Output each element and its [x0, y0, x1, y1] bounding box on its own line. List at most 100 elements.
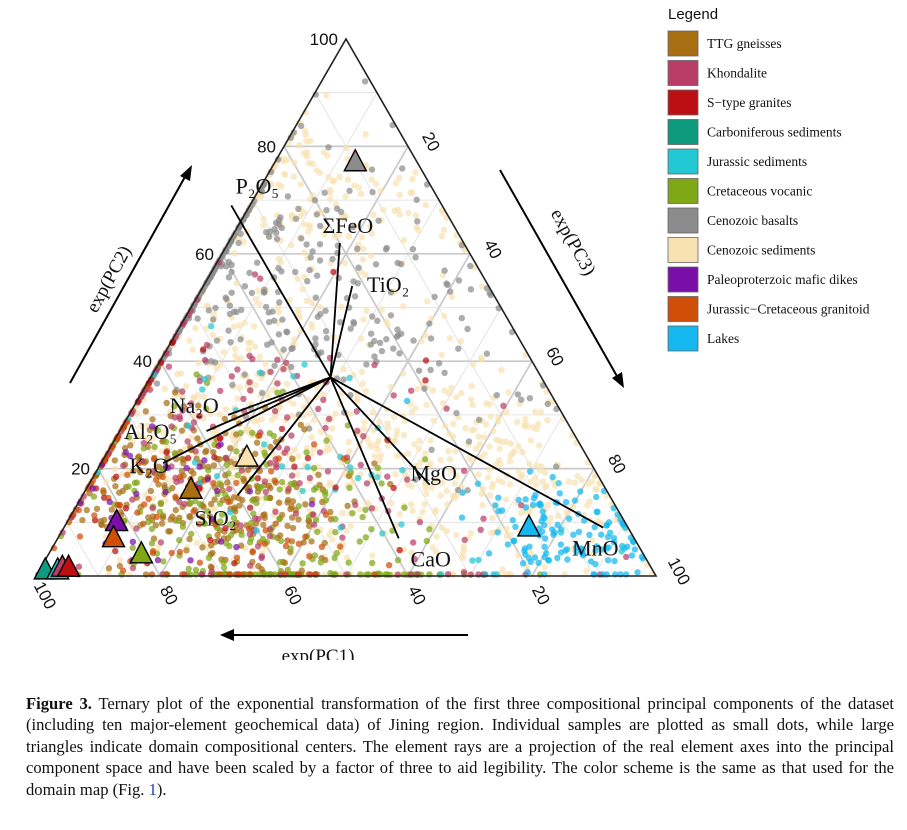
- sample-dot: [268, 416, 276, 424]
- sample-dot: [265, 233, 273, 240]
- sample-dot: [177, 473, 184, 480]
- sample-dot: [431, 480, 438, 487]
- sample-dot: [100, 487, 107, 494]
- sample-dot: [452, 448, 459, 455]
- left-axis-tick: 80: [257, 137, 276, 156]
- sample-dot: [316, 303, 323, 311]
- sample-dot: [325, 144, 332, 151]
- sample-dot: [302, 501, 309, 508]
- sample-dot: [408, 387, 415, 394]
- sample-dot: [398, 521, 405, 528]
- element-ray: [330, 376, 604, 529]
- sample-dot: [287, 505, 294, 513]
- ray-label: CaO: [411, 546, 451, 571]
- sample-dot: [553, 463, 560, 470]
- sample-dot: [171, 449, 178, 457]
- sample-dot: [125, 571, 132, 578]
- sample-dot: [303, 241, 310, 248]
- sample-dot: [278, 268, 285, 275]
- ray-label: P₂O₅: [236, 173, 279, 198]
- sample-dot: [475, 433, 483, 440]
- sample-dot: [405, 209, 412, 216]
- sample-dot: [531, 474, 539, 482]
- legend-label: Cenozoic basalts: [707, 213, 798, 228]
- sample-dot: [222, 454, 230, 461]
- figure-reference-link[interactable]: 1: [148, 779, 157, 799]
- sample-dot: [532, 408, 539, 415]
- sample-dot: [196, 500, 204, 508]
- sample-dot: [565, 478, 573, 485]
- sample-dot: [361, 78, 369, 85]
- sample-dot: [296, 142, 303, 149]
- sample-dot: [285, 496, 292, 504]
- sample-dot: [112, 547, 119, 555]
- sample-dot: [375, 217, 382, 224]
- sample-dot: [410, 337, 417, 344]
- sample-dot: [232, 508, 239, 515]
- legend-label: Khondalite: [707, 66, 767, 81]
- sample-dot: [191, 459, 199, 466]
- sample-dot: [429, 544, 436, 551]
- sample-dot: [367, 252, 375, 259]
- sample-dot: [236, 384, 243, 391]
- sample-dot: [453, 409, 460, 417]
- sample-dot: [256, 483, 263, 491]
- sample-dot: [541, 543, 548, 550]
- sample-dot: [224, 479, 231, 486]
- sample-dot: [605, 544, 612, 551]
- sample-dot: [274, 356, 281, 363]
- sample-dot: [225, 470, 232, 477]
- sample-dot: [580, 552, 587, 559]
- sample-dot: [449, 433, 457, 440]
- legend-swatch: [667, 296, 699, 322]
- sample-dot: [460, 467, 468, 475]
- sample-dot: [303, 138, 310, 145]
- sample-dot: [222, 294, 229, 301]
- sample-dot: [188, 400, 195, 407]
- sample-dot: [304, 454, 312, 462]
- bottom-axis-tick: 100: [30, 578, 60, 612]
- sample-dot: [300, 209, 307, 216]
- sample-dot: [188, 434, 195, 441]
- sample-dot: [409, 175, 416, 183]
- sample-dot: [203, 341, 211, 349]
- sample-dot: [253, 439, 261, 446]
- sample-dot: [457, 338, 464, 345]
- sample-dot: [469, 401, 476, 409]
- sample-dot: [427, 335, 435, 342]
- sample-dot: [237, 230, 244, 237]
- sample-dot: [628, 552, 636, 559]
- sample-dot: [279, 316, 286, 323]
- legend-label: S−type granites: [707, 95, 791, 110]
- sample-dot: [390, 392, 397, 399]
- sample-dot: [148, 525, 156, 533]
- sample-dot: [340, 365, 347, 373]
- sample-dot: [493, 392, 500, 399]
- legend-label: Cenozoic sediments: [707, 243, 815, 258]
- sample-dot: [575, 528, 583, 535]
- sample-dot: [443, 405, 450, 412]
- sample-dot: [275, 331, 283, 338]
- sample-dot: [362, 506, 369, 514]
- sample-dot: [347, 522, 354, 530]
- sample-dot: [192, 448, 199, 455]
- sample-dot: [265, 318, 273, 326]
- sample-dot: [441, 423, 449, 430]
- sample-dot: [307, 254, 314, 261]
- sample-dot: [103, 478, 110, 486]
- legend-label: Jurassic sediments: [707, 154, 807, 169]
- sample-dot: [246, 488, 254, 495]
- sample-dot: [571, 479, 578, 486]
- sample-dot: [378, 480, 385, 487]
- sample-dot: [337, 524, 344, 531]
- sample-dot: [451, 480, 458, 487]
- sample-dot: [368, 230, 376, 237]
- sample-dot: [202, 356, 209, 364]
- sample-dot: [171, 414, 178, 421]
- sample-dot: [409, 246, 417, 253]
- sample-dot: [263, 494, 270, 501]
- sample-dot: [194, 392, 201, 399]
- ray-label: K₂O: [129, 453, 168, 478]
- bottom-axis-tick: 20: [528, 583, 554, 609]
- sample-dot: [235, 239, 242, 247]
